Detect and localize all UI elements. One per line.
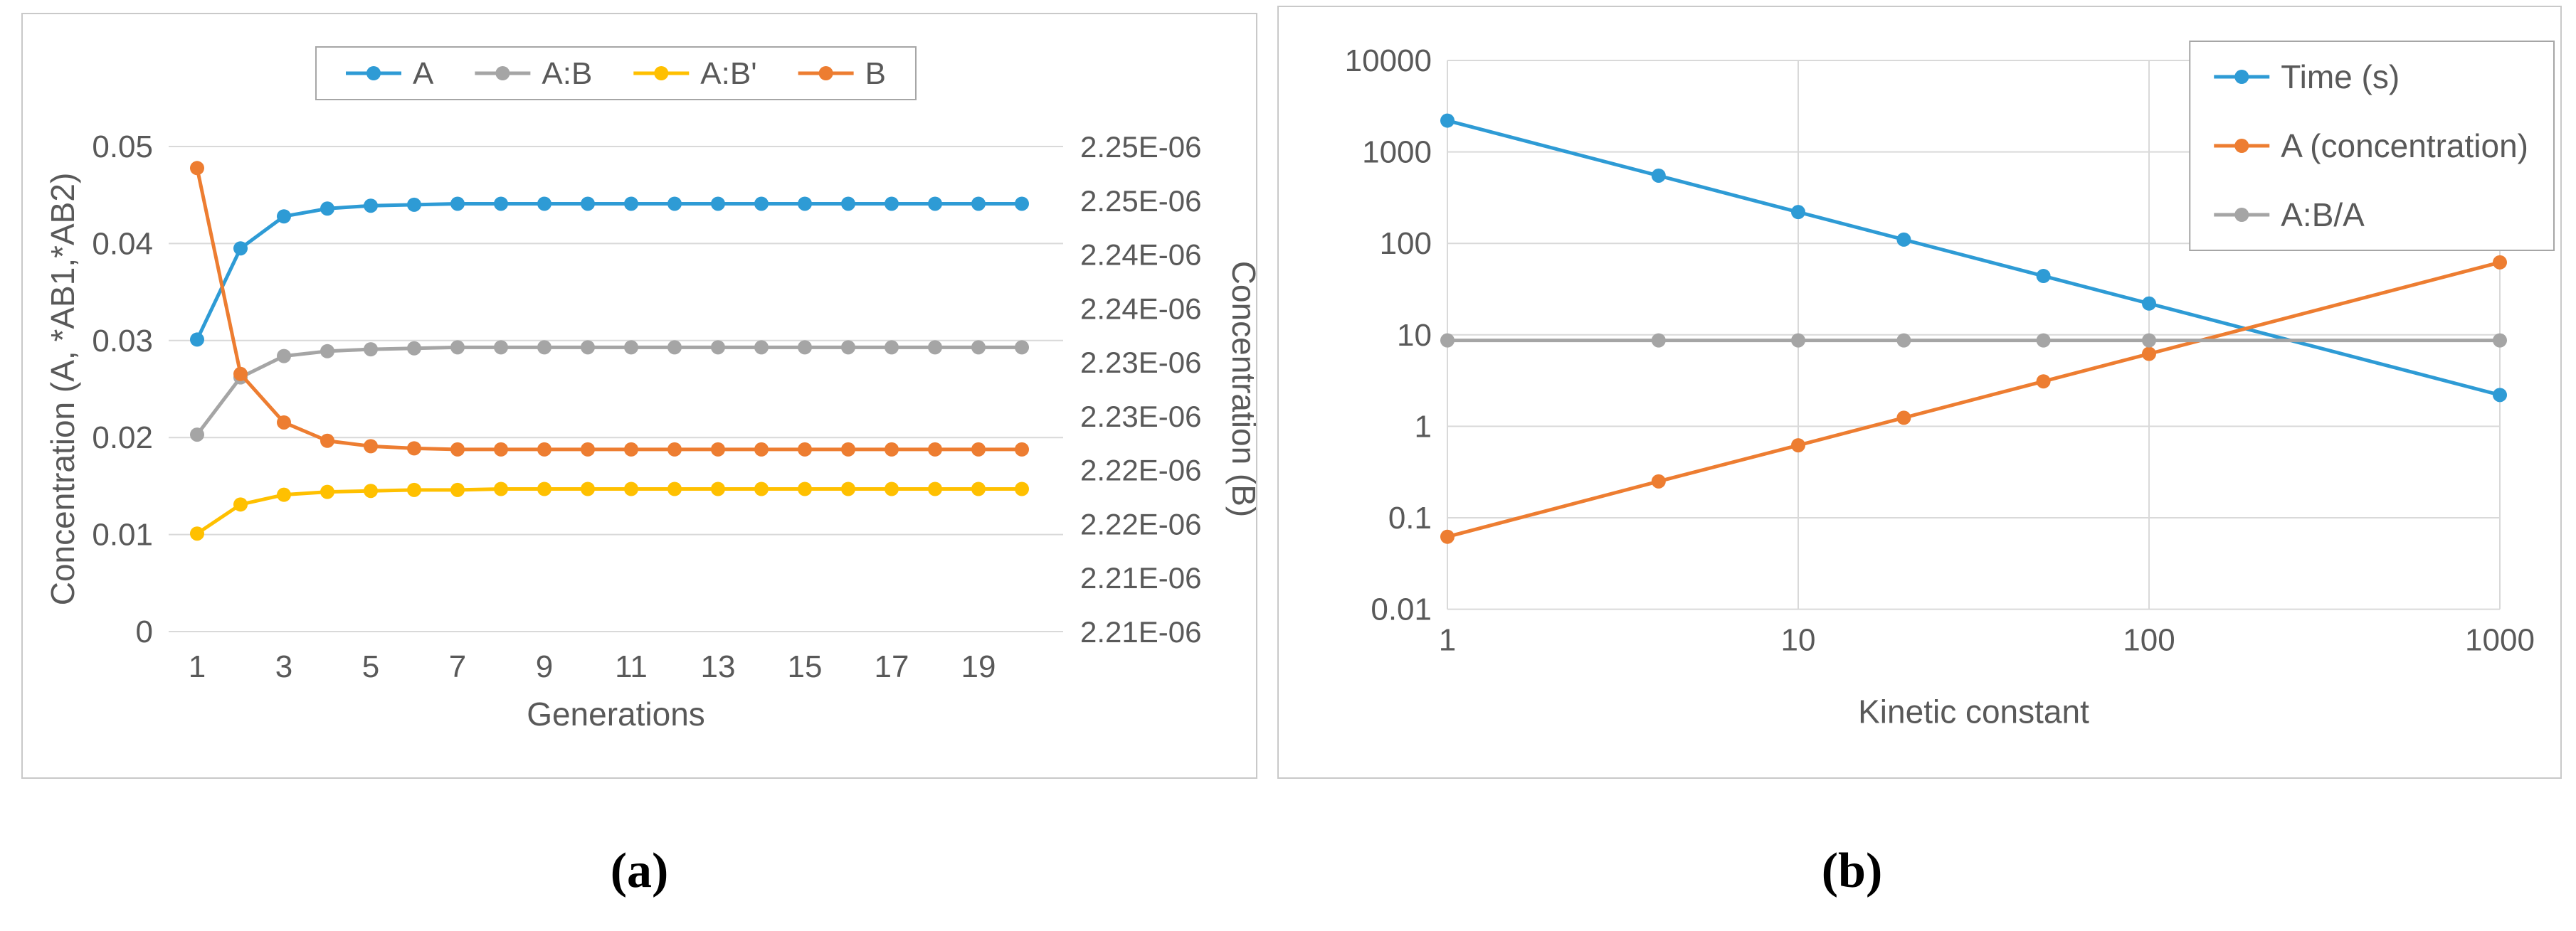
x-tick: 11 — [615, 649, 648, 684]
x-tick: 19 — [961, 649, 996, 684]
y-left-tick: 0.03 — [92, 324, 153, 358]
y-tick: 100 — [1380, 226, 1432, 261]
legend: A A:B A:B' B — [346, 56, 886, 91]
series-markers — [190, 196, 1029, 347]
x-tick: 13 — [701, 649, 736, 684]
chart-a: 0.05 0.04 0.03 0.02 0.01 0 2.25E-06 2.25E-06 2.2… — [44, 46, 1256, 733]
y-right-tick: 2.25E-06 — [1080, 184, 1201, 218]
x-axis-title: Generations — [527, 696, 705, 733]
series-A:B — [190, 340, 1029, 442]
y-right-tick: 2.23E-06 — [1080, 346, 1201, 379]
chart-a-panel: 0.05 0.04 0.03 0.02 0.01 0 2.25E-06 2.25E-06 2.2… — [21, 13, 1257, 779]
y-right-tick: 2.23E-06 — [1080, 400, 1201, 433]
series-A (concentration) — [1440, 255, 2507, 544]
y-tick: 1000 — [1362, 135, 1432, 170]
series-markers — [190, 482, 1029, 541]
legend-label: A:B' — [700, 56, 756, 91]
y-right-tick: 2.25E-06 — [1080, 130, 1201, 164]
series-markers — [190, 161, 1029, 457]
x-tick: 5 — [362, 649, 379, 684]
x-tick: 7 — [449, 649, 466, 684]
y-left-tick: 0.05 — [92, 129, 153, 164]
series-A:B/A — [1440, 333, 2507, 348]
series-B — [190, 161, 1029, 457]
series-markers — [1440, 113, 2507, 403]
y-tick: 10 — [1397, 318, 1432, 353]
series-markers — [190, 340, 1029, 442]
x-tick: 3 — [275, 649, 292, 684]
legend-label: Time (s) — [2281, 58, 2400, 95]
x-tick: 1000 — [2465, 623, 2535, 658]
series-markers — [1440, 333, 2507, 348]
x-tick: 10 — [1781, 623, 1816, 658]
panel-label-a: (a) — [610, 844, 669, 898]
y-right-axis-title: Concentration (B) — [1225, 261, 1256, 518]
series-A:B' — [190, 482, 1029, 541]
x-axis-title: Kinetic constant — [1858, 693, 2089, 730]
x-tick: 15 — [788, 649, 823, 684]
y-tick: 1 — [1415, 409, 1432, 444]
y-left-tick: 0.04 — [92, 226, 153, 261]
y-tick: 0.01 — [1371, 592, 1432, 627]
y-right-tick: 2.21E-06 — [1080, 615, 1201, 649]
legend-label: B — [865, 56, 886, 91]
legend-label: A:B — [542, 56, 592, 91]
legend: Time (s) A (concentration) A:B/A — [2214, 58, 2528, 233]
x-tick: 1 — [1439, 623, 1456, 658]
y-right-tick: 2.21E-06 — [1080, 561, 1201, 595]
y-right-tick: 2.24E-06 — [1080, 292, 1201, 325]
y-left-tick: 0.01 — [92, 518, 153, 553]
y-left-axis-title: Concentration (A, *AB1,*AB2) — [44, 173, 81, 606]
y-left-tick: 0.02 — [92, 420, 153, 455]
chart-b-panel: 10000 1000 100 10 1 0.1 0.01 1 10 100 1000 Kinetic … — [1277, 6, 2562, 779]
x-tick: 17 — [875, 649, 909, 684]
x-tick: 100 — [2123, 623, 2175, 658]
gridlines — [169, 146, 1063, 632]
x-tick: 9 — [536, 649, 553, 684]
series-Time (s) — [1440, 113, 2507, 403]
y-left-tick: 0 — [136, 615, 153, 649]
y-right-tick: 2.22E-06 — [1080, 507, 1201, 541]
y-right-tick: 2.22E-06 — [1080, 454, 1201, 487]
x-tick: 1 — [189, 649, 206, 684]
y-right-tick: 2.24E-06 — [1080, 238, 1201, 272]
panel-label-b: (b) — [1821, 844, 1883, 898]
legend-label: A (concentration) — [2281, 127, 2528, 164]
legend-label: A — [413, 56, 434, 91]
series-A — [190, 196, 1029, 347]
legend-label: A:B/A — [2281, 196, 2365, 233]
series-markers — [1440, 255, 2507, 544]
y-tick: 10000 — [1345, 43, 1432, 78]
y-tick: 0.1 — [1388, 501, 1432, 536]
